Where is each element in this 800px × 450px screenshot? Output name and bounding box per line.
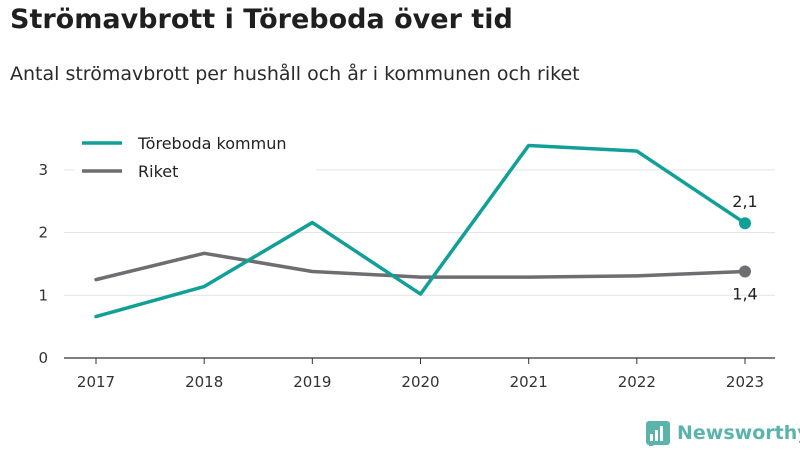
- x-tick-label: 2020: [401, 373, 439, 391]
- x-tick-label: 2017: [77, 373, 115, 391]
- x-tick-label: 2021: [510, 373, 548, 391]
- x-tick-label: 2018: [185, 373, 223, 391]
- legend: Töreboda kommun Riket: [74, 128, 316, 184]
- y-tick-label: 0: [38, 349, 48, 367]
- series-line-1: [94, 251, 747, 282]
- series-end-point-1: [739, 265, 751, 278]
- x-tick-label: 2023: [726, 373, 764, 391]
- axes: 0 1 2 3 2017 2018 2019 2020 2021 2022 2023: [38, 161, 775, 391]
- y-tick-label: 1: [38, 286, 48, 304]
- chart-subtitle: Antal strömavbrott per hushåll och år i …: [10, 63, 580, 85]
- logo-text: Newsworthy: [677, 422, 800, 444]
- legend-background: [74, 128, 316, 184]
- y-tick-label: 3: [38, 161, 48, 179]
- legend-label-1: Riket: [138, 162, 178, 181]
- newsworthy-logo: Newsworthy: [645, 420, 800, 446]
- chart-title: Strömavbrott i Töreboda över tid: [10, 4, 513, 35]
- x-tick-label: 2019: [293, 373, 331, 391]
- end-value-label-0: 2,1: [732, 192, 757, 211]
- series: 2,1 1,4: [94, 143, 758, 319]
- x-tick-label: 2022: [618, 373, 656, 391]
- series-end-point-0: [739, 217, 751, 230]
- legend-label-0: Töreboda kommun: [137, 134, 286, 153]
- y-tick-label: 2: [38, 224, 48, 242]
- series-line-0: [94, 143, 747, 319]
- bar-chart-badge-icon: [646, 421, 670, 446]
- end-value-label-1: 1,4: [732, 284, 757, 303]
